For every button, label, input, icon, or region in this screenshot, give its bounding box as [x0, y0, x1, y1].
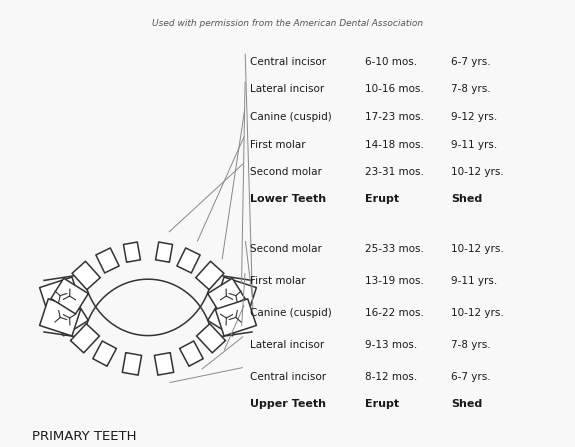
- Text: Erupt: Erupt: [365, 194, 399, 204]
- Text: Canine (cuspid): Canine (cuspid): [250, 112, 332, 122]
- Text: Lower Teeth: Lower Teeth: [250, 194, 326, 204]
- Text: 7-8 yrs.: 7-8 yrs.: [451, 84, 491, 94]
- Text: PRIMARY TEETH: PRIMARY TEETH: [32, 430, 136, 443]
- Text: 23-31 mos.: 23-31 mos.: [365, 167, 424, 177]
- FancyBboxPatch shape: [208, 300, 245, 336]
- Text: 17-23 mos.: 17-23 mos.: [365, 112, 424, 122]
- Text: Central incisor: Central incisor: [250, 57, 326, 67]
- FancyBboxPatch shape: [155, 353, 174, 375]
- Text: 9-13 mos.: 9-13 mos.: [365, 340, 417, 350]
- Text: 9-12 yrs.: 9-12 yrs.: [451, 112, 497, 122]
- FancyBboxPatch shape: [40, 299, 80, 336]
- Text: Erupt: Erupt: [365, 399, 399, 409]
- Text: Lateral incisor: Lateral incisor: [250, 84, 324, 94]
- FancyBboxPatch shape: [179, 341, 203, 366]
- Text: Central incisor: Central incisor: [250, 372, 326, 383]
- Text: 10-12 yrs.: 10-12 yrs.: [451, 308, 504, 318]
- Text: 10-12 yrs.: 10-12 yrs.: [451, 167, 504, 177]
- FancyBboxPatch shape: [197, 324, 225, 353]
- Text: 8-12 mos.: 8-12 mos.: [365, 372, 417, 383]
- FancyBboxPatch shape: [196, 261, 224, 290]
- Text: 14-18 mos.: 14-18 mos.: [365, 139, 424, 150]
- Text: 25-33 mos.: 25-33 mos.: [365, 244, 424, 254]
- Text: 9-11 yrs.: 9-11 yrs.: [451, 276, 497, 286]
- Text: Upper Teeth: Upper Teeth: [250, 399, 326, 409]
- FancyBboxPatch shape: [40, 277, 80, 314]
- Text: 10-12 yrs.: 10-12 yrs.: [451, 244, 504, 254]
- Text: Shed: Shed: [451, 399, 482, 409]
- Text: 16-22 mos.: 16-22 mos.: [365, 308, 424, 318]
- FancyBboxPatch shape: [122, 353, 141, 375]
- FancyBboxPatch shape: [72, 261, 100, 290]
- FancyBboxPatch shape: [177, 248, 200, 273]
- FancyBboxPatch shape: [51, 278, 89, 314]
- FancyBboxPatch shape: [93, 341, 116, 366]
- FancyBboxPatch shape: [71, 324, 99, 353]
- Text: 6-7 yrs.: 6-7 yrs.: [451, 57, 491, 67]
- FancyBboxPatch shape: [216, 299, 256, 336]
- Text: 13-19 mos.: 13-19 mos.: [365, 276, 424, 286]
- Text: First molar: First molar: [250, 139, 306, 150]
- FancyBboxPatch shape: [208, 278, 245, 314]
- Text: Second molar: Second molar: [250, 244, 322, 254]
- FancyBboxPatch shape: [51, 300, 89, 336]
- Text: 10-16 mos.: 10-16 mos.: [365, 84, 424, 94]
- Text: 6-10 mos.: 6-10 mos.: [365, 57, 417, 67]
- Text: 6-7 yrs.: 6-7 yrs.: [451, 372, 491, 383]
- FancyBboxPatch shape: [216, 277, 256, 314]
- FancyBboxPatch shape: [96, 248, 119, 273]
- FancyBboxPatch shape: [124, 242, 140, 262]
- FancyBboxPatch shape: [156, 242, 172, 262]
- Text: 9-11 yrs.: 9-11 yrs.: [451, 139, 497, 150]
- Text: Second molar: Second molar: [250, 167, 322, 177]
- Text: Used with permission from the American Dental Association: Used with permission from the American D…: [152, 19, 423, 28]
- Text: Canine (cuspid): Canine (cuspid): [250, 308, 332, 318]
- Text: Lateral incisor: Lateral incisor: [250, 340, 324, 350]
- Text: 7-8 yrs.: 7-8 yrs.: [451, 340, 491, 350]
- Text: Shed: Shed: [451, 194, 482, 204]
- Text: First molar: First molar: [250, 276, 306, 286]
